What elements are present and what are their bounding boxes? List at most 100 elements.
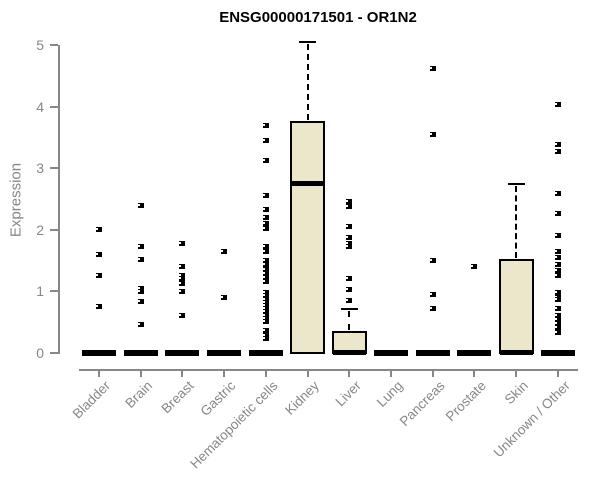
whisker-cap [299,41,317,44]
outlier-point [554,210,561,216]
whisker-cap [507,182,525,185]
zero-box-bar [123,349,158,356]
outlier-point [429,131,436,137]
outlier-point [262,207,269,213]
outlier-point [346,286,353,292]
outlier-point [346,298,353,304]
outlier-point [554,190,561,196]
whisker [515,185,518,259]
x-tick [181,371,184,377]
outlier-point [554,325,561,331]
outlier-point [262,267,269,273]
outlier-point [262,332,269,338]
outlier-point [262,271,269,277]
zero-box-bar [165,349,200,356]
zero-box-bar [540,349,575,356]
outlier-point [429,66,436,72]
x-tick-label: Lung [373,378,406,410]
outlier-point [554,317,561,323]
x-tick-label: Unknown / Other [490,378,573,461]
x-tick-label: Bladder [70,378,114,422]
y-tick-label: 1 [36,283,44,300]
outlier-point [262,309,269,315]
outlier-point [179,312,186,318]
outlier-point [179,280,186,286]
x-tick [515,371,518,377]
box-median-line [291,181,325,187]
outlier-point [179,272,186,278]
x-tick [98,371,100,377]
y-tick-label: 4 [36,98,44,115]
outlier-point [262,158,269,164]
whisker [306,44,309,121]
box [290,121,326,355]
outlier-point [262,193,269,199]
outlier-point [554,142,561,148]
outlier-point [137,202,144,208]
y-tick [50,167,58,170]
outlier-point [346,240,353,246]
outlier-point [262,138,269,144]
x-tick [390,371,393,377]
outlier-point [262,225,269,231]
x-tick-label: Breast [158,378,198,417]
outlier-point [96,251,102,257]
y-axis-line [58,45,60,355]
x-tick [348,371,351,377]
whisker-cap [340,308,358,311]
outlier-point [221,294,228,300]
y-tick-label: 3 [36,160,44,177]
outlier-point [262,299,269,305]
x-tick-label: Pancreas [396,378,448,429]
x-tick [473,371,476,377]
outlier-point [137,244,144,250]
y-tick-label: 0 [36,344,44,361]
x-tick-label: Prostate [442,378,490,425]
outlier-point [346,275,353,281]
outlier-point [262,296,269,302]
x-tick [556,371,559,377]
x-axis-line [79,369,578,371]
box [498,259,534,355]
x-tick-label: Brain [122,378,156,411]
outlier-point [96,227,102,233]
outlier-point [262,262,269,268]
outlier-point [262,249,269,255]
outlier-point [262,328,269,334]
outlier-point [262,305,269,311]
outlier-point [137,299,144,304]
outlier-point [262,293,269,299]
outlier-point [554,102,561,108]
outlier-point [554,330,561,336]
outlier-point [554,272,561,278]
x-tick-label: Skin [501,378,531,408]
y-tick [50,228,58,231]
outlier-point [262,336,269,342]
outlier-point [137,256,144,262]
outlier-point [429,291,436,297]
outlier-point [346,244,353,250]
outlier-point [554,262,561,268]
zero-box-bar [82,349,116,356]
outlier-point [554,297,561,303]
outlier-point [137,289,144,295]
y-tick-label: 5 [36,37,44,54]
box-median-line [499,350,533,355]
y-tick [50,44,58,47]
outlier-point [262,257,269,263]
outlier-point [137,322,144,328]
outlier-point [179,276,186,282]
outlier-point [262,122,269,128]
y-tick [50,351,58,354]
y-tick [50,290,58,293]
chart-title: ENSG00000171501 - OR1N2 [219,9,417,26]
outlier-point [554,320,561,326]
outlier-point [262,302,269,308]
zero-box-bar [415,349,450,356]
x-tick-label: Gastric [197,378,239,419]
outlier-point [262,319,269,325]
outlier-point [137,286,144,292]
outlier-point [554,268,561,274]
